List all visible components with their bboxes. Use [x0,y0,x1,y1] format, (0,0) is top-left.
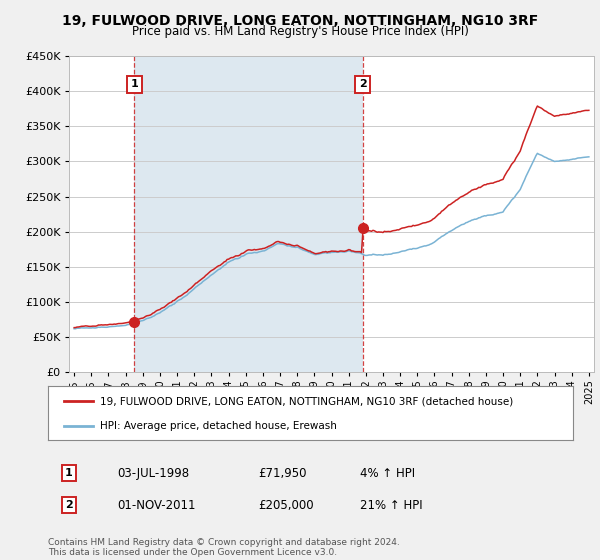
Text: 2: 2 [65,500,73,510]
Text: £205,000: £205,000 [258,498,314,512]
Text: 03-JUL-1998: 03-JUL-1998 [117,466,189,480]
Text: 4% ↑ HPI: 4% ↑ HPI [360,466,415,480]
Text: Contains HM Land Registry data © Crown copyright and database right 2024.
This d: Contains HM Land Registry data © Crown c… [48,538,400,557]
Text: 21% ↑ HPI: 21% ↑ HPI [360,498,422,512]
Text: HPI: Average price, detached house, Erewash: HPI: Average price, detached house, Erew… [101,421,337,431]
Text: 01-NOV-2011: 01-NOV-2011 [117,498,196,512]
Text: 1: 1 [130,79,138,89]
Bar [134,56,363,372]
Text: Price paid vs. HM Land Registry's House Price Index (HPI): Price paid vs. HM Land Registry's House … [131,25,469,38]
Text: 19, FULWOOD DRIVE, LONG EATON, NOTTINGHAM, NG10 3RF: 19, FULWOOD DRIVE, LONG EATON, NOTTINGHA… [62,14,538,28]
Text: 1: 1 [65,468,73,478]
Text: 19, FULWOOD DRIVE, LONG EATON, NOTTINGHAM, NG10 3RF (detached house): 19, FULWOOD DRIVE, LONG EATON, NOTTINGHA… [101,396,514,407]
Text: 2: 2 [359,79,367,89]
Text: £71,950: £71,950 [258,466,307,480]
